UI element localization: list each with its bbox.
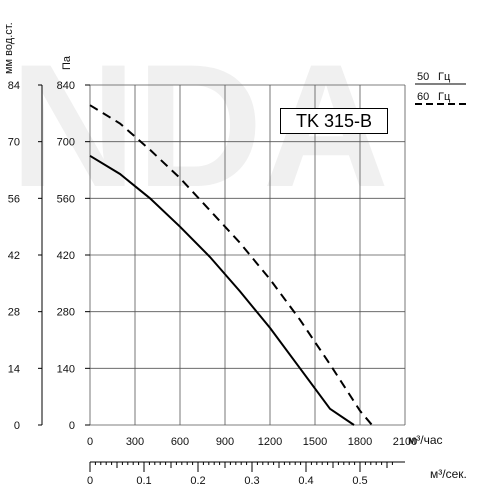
x-tick-label-m3h: 900 — [216, 436, 234, 448]
x-axis-m3h-label-text: м³/час — [408, 433, 443, 447]
series-60hz-line — [89, 104, 373, 426]
x-tick-label-m3s: 0.1 — [136, 475, 151, 487]
mm-tick-label: 56 — [8, 193, 20, 205]
pa-tick-label: 840 — [57, 80, 75, 92]
x-tick-label-m3s: 0.3 — [244, 475, 259, 487]
pa-tick-label: 280 — [57, 307, 75, 319]
x-tick-label-m3s: 0.4 — [298, 475, 313, 487]
x-tick-label-m3h: 0 — [87, 436, 93, 448]
mm-tick-label: 42 — [8, 250, 20, 262]
mm-tick-label: 70 — [8, 137, 20, 149]
x-axis-m3h: 0 300 600 900 1200 1500 1800 2100 — [87, 436, 417, 448]
pa-axis-title: Па — [61, 55, 73, 70]
legend-unit: Гц — [438, 71, 451, 83]
x-tick-label-m3h: 1800 — [348, 436, 372, 448]
pa-tick-label: 0 — [69, 420, 75, 432]
model-label: TK 315-B — [280, 108, 388, 134]
x-axis-m3s-label: м³/сек. — [430, 467, 467, 481]
mm-tick-label: 0 — [14, 420, 20, 432]
x-tick-label-m3s: 0 — [87, 475, 93, 487]
mm-tick-label: 28 — [8, 307, 20, 319]
x-axis-m3s: 0 0.1 0.2 0.3 0.4 0.5 — [87, 461, 405, 487]
legend: 50 Гц 60 Гц — [415, 71, 466, 105]
mm-tick-label: 14 — [8, 363, 20, 375]
mm-axis: 84 70 56 42 28 14 0 — [8, 80, 43, 432]
mm-axis-title: мм вод.ст. — [3, 22, 15, 74]
pa-tick-label: 420 — [57, 250, 75, 262]
legend-label: 50 — [417, 71, 429, 83]
pa-tick-label: 700 — [57, 137, 75, 149]
mm-tick-label: 84 — [8, 80, 20, 92]
series-50hz-line — [89, 154, 355, 426]
x-axis-m3h-label: м³/час — [408, 433, 443, 447]
x-tick-label-m3h: 300 — [126, 436, 144, 448]
x-tick-label-m3h: 1500 — [303, 436, 327, 448]
legend-unit: Гц — [438, 91, 451, 103]
x-tick-label-m3h: 600 — [171, 436, 189, 448]
x-tick-label-m3s: 0.5 — [352, 475, 367, 487]
x-tick-label-m3h: 1200 — [258, 436, 282, 448]
pa-tick-label: 560 — [57, 193, 75, 205]
pa-tick-label: 140 — [57, 363, 75, 375]
series-group — [89, 104, 373, 426]
x-tick-label-m3h: 2100 — [393, 436, 417, 448]
pa-axis: 840 700 560 420 280 140 0 — [57, 80, 90, 432]
x-tick-label-m3s: 0.2 — [190, 475, 205, 487]
legend-label: 60 — [417, 91, 429, 103]
